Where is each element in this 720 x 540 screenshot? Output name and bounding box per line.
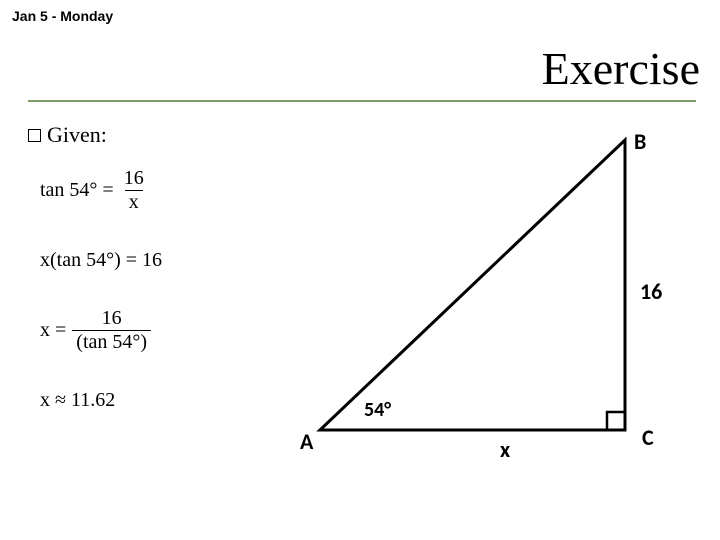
eq1-lhs: tan 54° = <box>40 179 114 202</box>
equation-1: tan 54° = 16 x <box>40 168 300 213</box>
triangle-shape <box>320 140 625 430</box>
date-header: Jan 5 - Monday <box>12 8 113 24</box>
side-label-bc: 16 <box>640 278 662 305</box>
eq1-num: 16 <box>120 168 148 190</box>
title-underline <box>28 100 696 102</box>
eq3-num: 16 <box>98 308 126 330</box>
eq1-fraction: 16 x <box>120 168 148 213</box>
eq1-den: x <box>125 190 143 213</box>
equation-4: x ≈ 11.62 <box>40 389 300 412</box>
eq2-full: x(tan 54°) = 16 <box>40 249 162 272</box>
angle-label-a: 54° <box>364 398 391 422</box>
page-title: Exercise <box>542 42 700 95</box>
vertex-label-a: A <box>300 428 313 455</box>
eq4-full: x ≈ 11.62 <box>40 389 115 412</box>
eq3-fraction: 16 (tan 54°) <box>72 308 151 353</box>
vertex-label-b: B <box>634 128 646 155</box>
math-steps: tan 54° = 16 x x(tan 54°) = 16 x = 16 (t… <box>40 168 300 412</box>
equation-3: x = 16 (tan 54°) <box>40 308 300 353</box>
eq3-den: (tan 54°) <box>72 330 151 353</box>
given-label: Given: <box>47 122 107 148</box>
vertex-label-c: C <box>642 424 654 451</box>
bullet-square-icon <box>28 129 41 142</box>
right-angle-icon <box>607 412 625 430</box>
triangle-diagram: A B C 16 x 54° <box>300 130 700 470</box>
given-row: Given: <box>28 122 107 148</box>
eq3-lhs: x = <box>40 319 66 342</box>
equation-2: x(tan 54°) = 16 <box>40 249 300 272</box>
side-label-ac: x <box>500 436 510 463</box>
